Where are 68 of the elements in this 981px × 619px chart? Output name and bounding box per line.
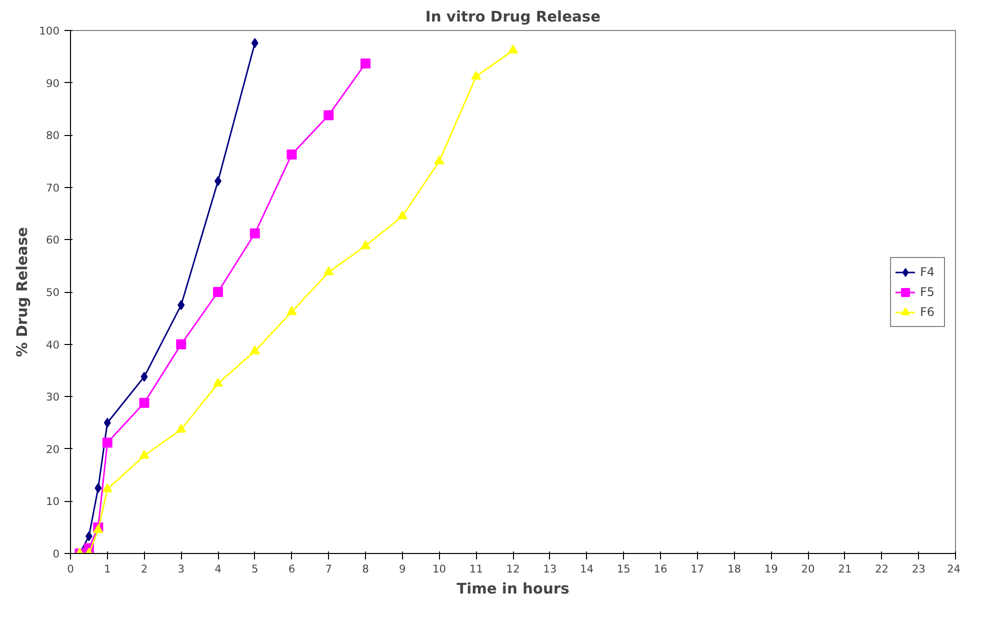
point [324, 266, 334, 276]
point [176, 424, 186, 433]
x-tick-label: 19 [764, 562, 778, 576]
x-tick-label: 3 [178, 562, 185, 576]
x-tick-label: 17 [690, 562, 704, 576]
legend-label: F5 [920, 284, 936, 298]
chart-title: In vitro Drug Release [425, 8, 601, 26]
point [178, 300, 185, 310]
point [94, 483, 102, 494]
y-tick-label: 30 [46, 390, 60, 404]
x-tick-label: 7 [325, 562, 332, 576]
point [102, 438, 112, 448]
point [250, 228, 260, 238]
y-tick-label: 70 [46, 181, 60, 194]
x-tick-label: 4 [214, 562, 222, 576]
legend-label: F6 [920, 304, 936, 318]
x-tick-label: 10 [432, 562, 446, 576]
y-tick-label: 0 [52, 548, 60, 560]
x-tick-label: 9 [398, 562, 406, 576]
x-tick-label: 16 [654, 562, 668, 576]
point [139, 450, 150, 459]
y-axis-title: % Drug Release [14, 226, 32, 357]
y-tick-label: 60 [46, 234, 60, 247]
point [471, 70, 482, 80]
x-tick-label: 2 [140, 562, 148, 576]
x-tick-label: 14 [580, 562, 594, 576]
legend-label: F4 [920, 264, 936, 278]
x-tick-label: 12 [506, 562, 520, 576]
x-tick-label: 15 [616, 562, 630, 576]
x-tick-label: 21 [838, 562, 852, 576]
x-tick-label: 22 [874, 562, 889, 576]
x-tick-label: 1 [104, 562, 111, 576]
x-tick-label: 8 [362, 562, 370, 576]
point [213, 287, 223, 297]
point [360, 240, 370, 250]
point [434, 156, 444, 164]
point [360, 58, 370, 68]
x-tick-label: 24 [946, 562, 961, 576]
x-tick-label: 23 [912, 562, 926, 576]
x-tick-label: 20 [801, 562, 815, 576]
point [324, 110, 334, 120]
x-axis-title: Time in hours [456, 580, 570, 598]
y-tick-label: 50 [46, 286, 60, 299]
point [250, 345, 260, 354]
point [508, 44, 518, 54]
x-tick-label: 5 [251, 562, 258, 576]
point [104, 418, 111, 428]
y-tick-label: 80 [46, 129, 60, 142]
point [176, 339, 186, 350]
y-tick-label: 100 [39, 24, 60, 38]
point [85, 531, 92, 542]
y-tick-label: 10 [46, 495, 60, 508]
x-tick-label: 13 [543, 562, 557, 576]
point [213, 378, 223, 387]
y-tick-label: 40 [46, 338, 60, 352]
point [139, 398, 150, 408]
point [397, 210, 408, 220]
x-tick-label: 0 [67, 562, 74, 576]
point [251, 38, 258, 48]
x-tick-label: 11 [469, 562, 483, 576]
y-tick-label: 90 [46, 76, 60, 90]
point [286, 306, 297, 315]
point [140, 372, 148, 382]
x-tick-label: 6 [288, 562, 296, 576]
x-tick-label: 18 [727, 562, 742, 576]
point [286, 149, 297, 160]
y-tick-label: 20 [46, 442, 60, 456]
point [102, 483, 112, 492]
